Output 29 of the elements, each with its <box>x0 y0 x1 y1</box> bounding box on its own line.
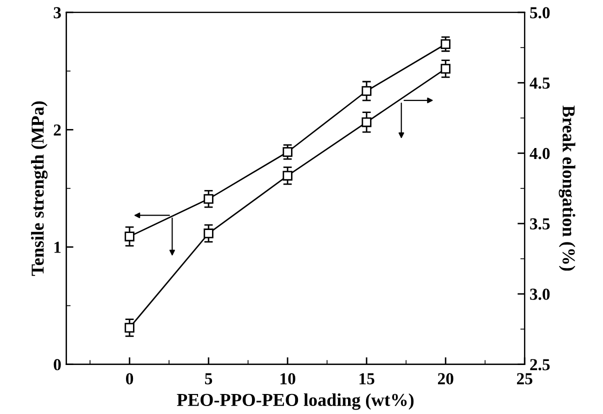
y2-axis-title: Break elongation (%) <box>558 106 576 271</box>
point <box>204 194 214 204</box>
y2-tick-label: 5.0 <box>530 7 550 18</box>
point <box>282 147 292 157</box>
y-tick-label: 2 <box>54 124 61 136</box>
x-tick-label: 20 <box>438 373 454 384</box>
x-tick-label: 5 <box>205 373 212 384</box>
point <box>204 228 214 238</box>
point <box>440 39 450 49</box>
y2-tick-label: 4.0 <box>530 148 550 160</box>
y-tick-label: 1 <box>54 242 61 253</box>
point <box>362 117 372 128</box>
x-tick-label: 15 <box>360 373 374 384</box>
point <box>440 64 450 74</box>
point <box>282 170 292 181</box>
y2-tick-label: 4.5 <box>530 78 550 89</box>
y2-tick-label: 3.0 <box>530 288 550 300</box>
point <box>124 322 134 333</box>
y2-tick-label: 2.5 <box>530 359 550 370</box>
point <box>362 86 372 96</box>
point <box>124 232 134 242</box>
y2-tick-label: 3.5 <box>530 218 550 230</box>
x-axis-title: PEO-PPO-PEO loading (wt%) <box>176 393 414 410</box>
x-tick-label: 10 <box>280 373 296 384</box>
x-tick-label: 25 <box>516 373 532 384</box>
y-axis-title: Tensile strength (MPa) <box>31 101 48 276</box>
y-tick-label: 0 <box>54 359 61 370</box>
x-tick-label: 0 <box>126 373 134 384</box>
y-tick-label: 3 <box>54 7 61 18</box>
